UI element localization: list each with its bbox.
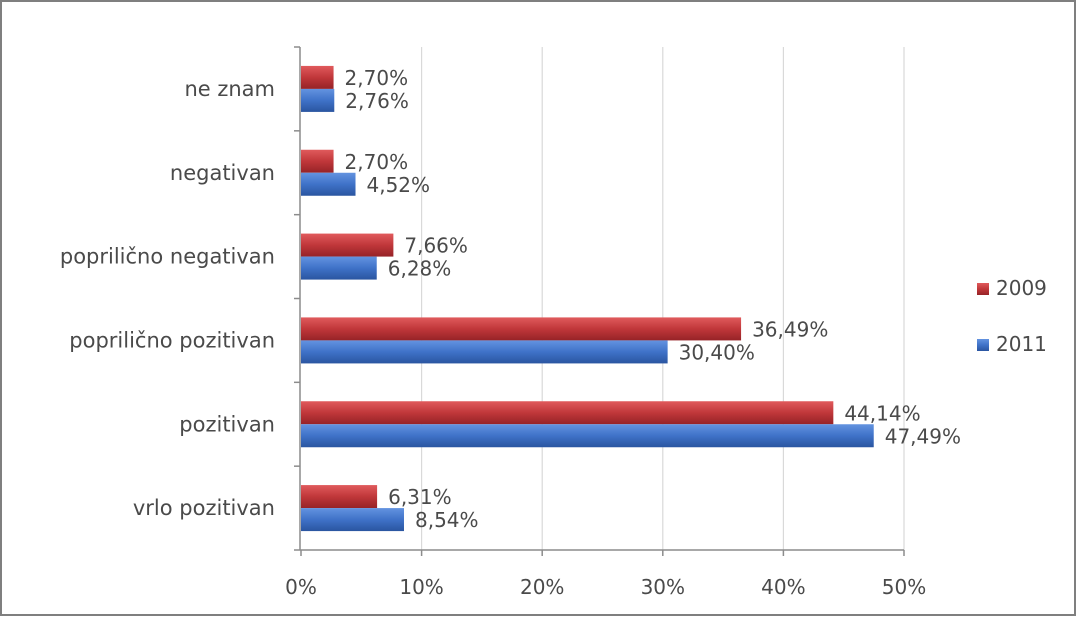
x-tick-label: 30% bbox=[641, 575, 685, 599]
bar-2011 bbox=[301, 424, 874, 448]
legend-label-2009: 2009 bbox=[996, 276, 1047, 300]
data-label-2009: 36,49% bbox=[752, 317, 828, 341]
bar-2009 bbox=[301, 485, 378, 509]
data-label-2011: 6,28% bbox=[388, 257, 452, 281]
data-label-2009: 2,70% bbox=[345, 150, 409, 174]
legend: 2009 2011 bbox=[977, 276, 1047, 356]
bar-2009 bbox=[301, 65, 334, 89]
category-label: negativan bbox=[170, 161, 275, 185]
legend-label-2011: 2011 bbox=[996, 332, 1047, 356]
category-label: poprilično pozitivan bbox=[69, 328, 275, 352]
x-tick-label: 50% bbox=[882, 575, 926, 599]
bars bbox=[301, 65, 874, 532]
data-label-2011: 30,40% bbox=[679, 340, 755, 364]
category-label: ne znam bbox=[184, 77, 275, 101]
category-label: pozitivan bbox=[179, 412, 275, 436]
bar-2011 bbox=[301, 88, 335, 112]
x-tick-label: 0% bbox=[285, 575, 317, 599]
category-label: vrlo pozitivan bbox=[133, 496, 275, 520]
data-label-2011: 47,49% bbox=[885, 424, 961, 448]
bar-2011 bbox=[301, 172, 356, 196]
bar-2009 bbox=[301, 233, 394, 257]
bar-2011 bbox=[301, 340, 668, 364]
x-tick-label: 20% bbox=[520, 575, 564, 599]
data-label-2011: 2,76% bbox=[345, 89, 409, 113]
data-label-2009: 6,31% bbox=[388, 485, 452, 509]
legend-swatch-2011 bbox=[977, 339, 989, 351]
x-tick-label: 10% bbox=[399, 575, 443, 599]
grid-lines bbox=[421, 47, 905, 550]
legend-swatch-2009 bbox=[977, 283, 989, 295]
x-tick-label: 40% bbox=[761, 575, 805, 599]
axes: 0% 10% 20% 30% 40% 50% ne znam negativan poprili… bbox=[60, 46, 926, 599]
bar-2009 bbox=[301, 401, 834, 425]
bar-2009 bbox=[301, 317, 742, 341]
data-label-2009: 2,70% bbox=[345, 66, 409, 90]
category-label: poprilično negativan bbox=[60, 245, 275, 269]
data-label-2011: 4,52% bbox=[367, 173, 431, 197]
bar-2011 bbox=[301, 256, 377, 280]
data-label-2009: 44,14% bbox=[844, 401, 920, 425]
bar-2009 bbox=[301, 149, 334, 173]
data-labels: 2,70%2,76%2,70%4,52%7,66%6,28%36,49%30,4… bbox=[345, 66, 961, 532]
bar-2011 bbox=[301, 508, 404, 532]
data-label-2009: 7,66% bbox=[404, 234, 468, 258]
data-label-2011: 8,54% bbox=[415, 508, 479, 532]
